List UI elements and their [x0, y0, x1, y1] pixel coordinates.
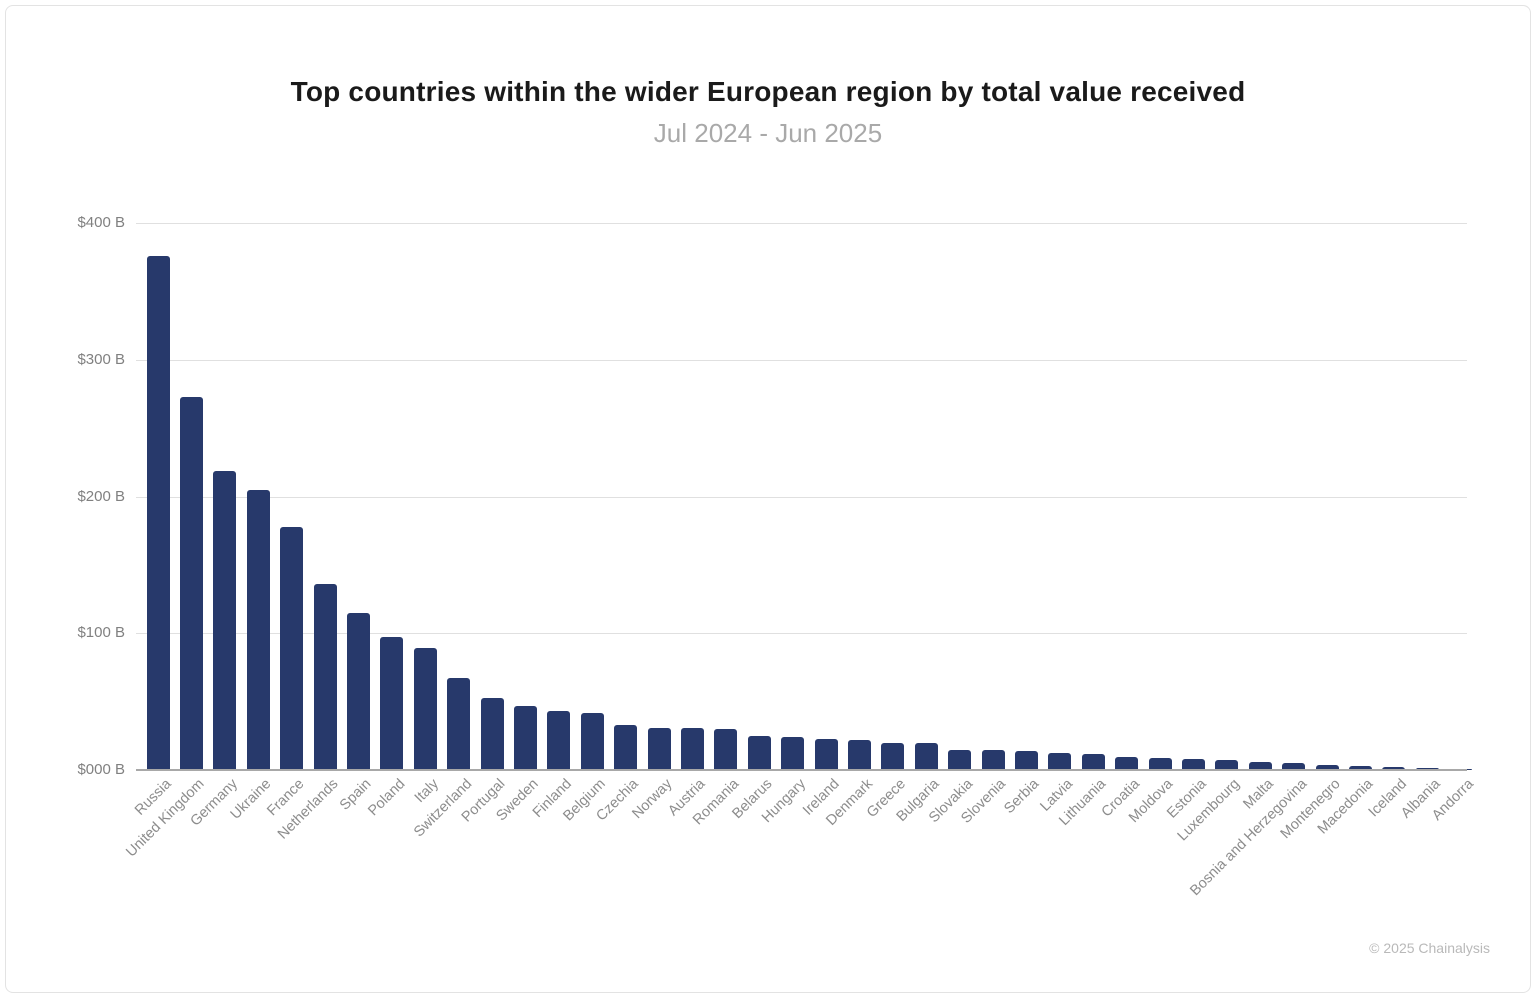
bar-ireland — [814, 738, 838, 770]
gridline-200 — [136, 496, 1467, 498]
bar-austria — [680, 728, 704, 770]
bar-montenegro — [1315, 764, 1339, 770]
chart-subtitle: Jul 2024 - Jun 2025 — [653, 118, 883, 148]
gridline-300 — [136, 359, 1467, 361]
bar-finland — [547, 711, 571, 770]
bar-serbia — [1014, 750, 1038, 770]
bar-france — [280, 526, 304, 770]
copyright-text: © 2025 Chainalysis — [1369, 940, 1490, 956]
bar-latvia — [1048, 752, 1072, 770]
chart-card: Top countries within the wider European … — [5, 5, 1531, 993]
bar-spain — [346, 612, 370, 770]
x-axis-line — [136, 769, 1467, 771]
bar-lithuania — [1081, 753, 1105, 770]
y-axis-tick-label: $200 B — [77, 487, 125, 505]
bar-united-kingdom — [179, 396, 203, 770]
bar-slovenia — [981, 750, 1005, 770]
bar-czechia — [614, 724, 638, 770]
bar-macedonia — [1348, 765, 1372, 770]
plot-area: $000 B $100 B $200 B $300 B $400 B Russia Uni… — [77, 214, 1476, 899]
y-axis-tick-label: $000 B — [77, 761, 125, 778]
bar-bulgaria — [914, 742, 938, 770]
bar-switzerland — [447, 678, 471, 770]
bar-sweden — [513, 705, 537, 770]
bar-bosnia-and-herzegovina — [1282, 763, 1306, 770]
bar-belgium — [580, 712, 604, 770]
bar-netherlands — [313, 584, 337, 770]
bar-denmark — [847, 739, 871, 770]
bar-malta — [1248, 762, 1272, 770]
bar-russia — [146, 255, 170, 770]
bar-germany — [213, 470, 237, 770]
bar-belarus — [747, 735, 771, 770]
chart-title: Top countries within the wider European … — [290, 76, 1246, 107]
bar-moldova — [1148, 757, 1172, 770]
bar-albania — [1415, 767, 1439, 770]
y-axis-tick-label: $100 B — [77, 624, 125, 642]
bar-greece — [881, 742, 905, 770]
gridline-400 — [136, 223, 1467, 224]
bar-luxembourg — [1215, 760, 1239, 770]
gridline-100 — [136, 633, 1467, 635]
bar-portugal — [480, 697, 504, 770]
bar-italy — [413, 648, 437, 770]
bar-hungary — [781, 736, 805, 770]
y-axis-tick-label: $300 B — [77, 350, 125, 368]
bar-slovakia — [948, 749, 972, 770]
x-axis-tick-label: Poland — [364, 776, 409, 820]
bar-croatia — [1115, 757, 1139, 770]
bar-iceland — [1382, 766, 1406, 770]
bar-poland — [380, 637, 404, 770]
bar-estonia — [1181, 759, 1205, 770]
bar-norway — [647, 727, 671, 770]
y-axis-tick-label: $400 B — [77, 214, 125, 231]
x-axis-tick-label: Serbia — [1001, 776, 1043, 817]
bar-romania — [714, 728, 738, 770]
bar-ukraine — [246, 489, 270, 770]
